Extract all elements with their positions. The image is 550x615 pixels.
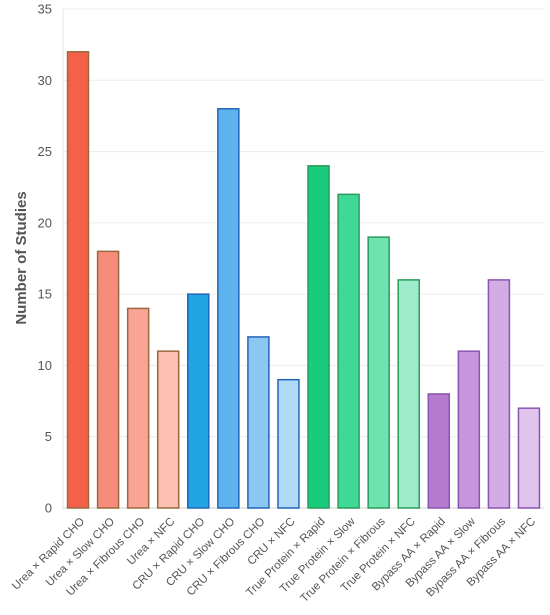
y-axis-ticks: 0 5 10 15 20 25 30 35 <box>38 2 52 516</box>
y-tick-label: 30 <box>38 73 52 88</box>
bar <box>187 293 210 509</box>
bar <box>66 51 90 509</box>
y-tick-label: 10 <box>38 358 52 373</box>
bar <box>277 378 300 509</box>
y-tick-label: 25 <box>38 144 52 159</box>
y-axis-title: Number of Studies <box>13 191 30 324</box>
y-tick-label: 0 <box>45 501 52 516</box>
bar <box>457 350 481 509</box>
y-tick-label: 5 <box>45 429 52 444</box>
bar <box>517 407 541 509</box>
y-tick-label: 20 <box>38 215 52 230</box>
bar <box>96 250 120 509</box>
bar <box>367 236 390 509</box>
bar <box>156 350 180 509</box>
bars <box>66 51 541 509</box>
y-tick-label: 15 <box>38 287 52 302</box>
bar <box>217 108 240 509</box>
bar <box>487 279 511 509</box>
bar <box>397 279 420 509</box>
bar <box>247 336 270 509</box>
bar <box>337 193 360 509</box>
bar <box>307 165 330 509</box>
bar <box>427 393 451 509</box>
y-tick-label: 35 <box>38 2 52 17</box>
bar <box>126 307 150 509</box>
